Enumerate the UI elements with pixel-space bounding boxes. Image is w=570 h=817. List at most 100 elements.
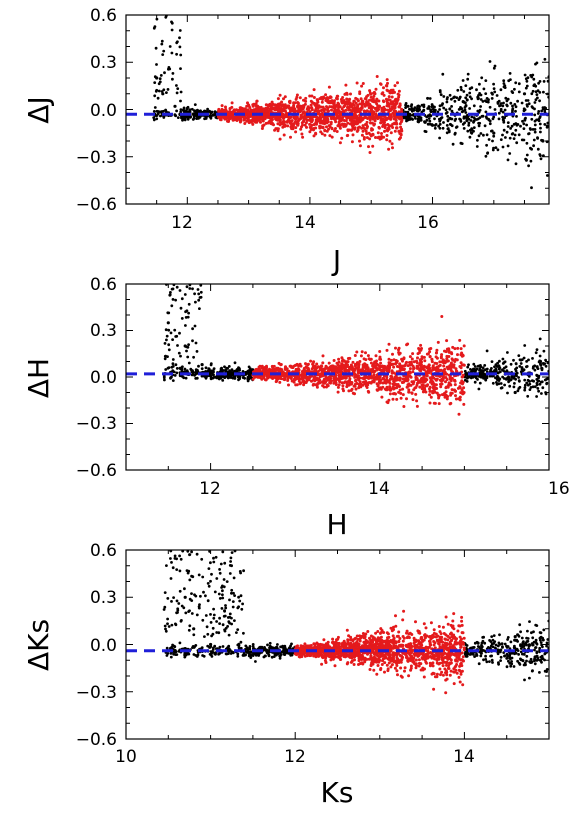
data-point	[506, 351, 509, 354]
data-point	[481, 366, 485, 370]
data-point	[188, 624, 192, 628]
data-point	[476, 378, 479, 381]
data-point	[453, 132, 457, 136]
data-point	[469, 368, 472, 371]
data-point	[503, 86, 507, 89]
data-point	[192, 627, 196, 631]
data-point	[519, 650, 523, 654]
data-point	[438, 360, 442, 364]
data-point	[414, 392, 418, 396]
data-point	[247, 103, 251, 107]
data-point	[540, 367, 544, 370]
data-point	[408, 361, 411, 364]
data-point	[405, 343, 409, 347]
data-point	[503, 642, 507, 646]
data-point	[368, 98, 371, 102]
data-point	[367, 110, 371, 114]
data-point	[538, 382, 542, 386]
data-point	[524, 116, 527, 120]
data-point	[259, 105, 263, 109]
data-point	[352, 99, 356, 103]
data-point	[535, 374, 539, 378]
data-point	[382, 93, 386, 97]
data-point	[171, 369, 175, 372]
data-point	[505, 103, 509, 107]
ytick-label: −0.3	[76, 414, 117, 434]
data-point	[230, 368, 234, 372]
data-point	[371, 379, 375, 383]
data-point	[442, 361, 446, 365]
data-point	[375, 75, 379, 78]
data-point	[332, 381, 336, 385]
data-point	[420, 364, 423, 368]
data-point	[538, 359, 542, 363]
data-point	[431, 389, 435, 393]
data-point	[488, 119, 492, 123]
data-point	[351, 360, 355, 364]
data-point	[218, 597, 222, 600]
data-point	[539, 157, 543, 161]
data-point	[278, 137, 282, 141]
data-point	[450, 364, 454, 367]
data-point	[228, 107, 232, 110]
data-point	[361, 99, 365, 103]
data-point	[323, 117, 326, 121]
data-point	[368, 137, 372, 141]
data-point	[469, 119, 473, 122]
data-point	[442, 364, 446, 368]
data-point	[520, 636, 524, 640]
data-point	[340, 107, 344, 111]
data-point	[299, 127, 303, 131]
data-point	[360, 103, 364, 106]
data-point	[162, 374, 166, 378]
data-point	[482, 376, 485, 380]
data-point	[428, 401, 432, 405]
data-point	[171, 566, 175, 570]
data-point	[447, 381, 451, 385]
data-point	[165, 564, 168, 567]
data-point	[408, 107, 411, 111]
data-point	[478, 108, 482, 112]
data-point	[523, 388, 527, 392]
data-point	[495, 94, 499, 97]
data-point	[433, 401, 437, 405]
data-point	[478, 381, 482, 385]
data-point	[257, 369, 260, 373]
data-point	[535, 624, 539, 627]
data-point	[406, 364, 410, 368]
data-point	[387, 361, 391, 365]
data-point	[228, 572, 232, 575]
data-point	[348, 103, 352, 107]
data-point	[320, 100, 324, 104]
data-point	[502, 361, 506, 364]
data-point	[448, 377, 452, 381]
data-point	[524, 77, 528, 81]
data-point	[536, 387, 540, 390]
ytick-label: 0.0	[90, 368, 117, 388]
data-point	[266, 643, 269, 647]
data-point	[468, 107, 471, 110]
data-point	[377, 135, 381, 139]
data-point	[424, 390, 428, 394]
data-point	[531, 89, 535, 93]
data-point	[204, 614, 208, 617]
data-point	[493, 365, 496, 369]
data-point	[394, 118, 398, 122]
data-point	[204, 117, 208, 120]
data-point	[394, 382, 398, 386]
data-point	[218, 616, 222, 620]
data-point	[214, 375, 217, 379]
ticks-j	[125, 14, 549, 205]
data-point	[179, 354, 182, 358]
data-point	[476, 109, 480, 113]
data-point	[398, 104, 402, 108]
data-point	[292, 106, 296, 109]
data-point	[494, 376, 497, 380]
data-point	[248, 374, 252, 378]
data-point	[220, 104, 224, 108]
data-point	[352, 123, 356, 127]
data-point	[473, 655, 476, 658]
data-point	[441, 72, 445, 76]
data-point	[163, 354, 167, 358]
data-point	[422, 376, 426, 380]
